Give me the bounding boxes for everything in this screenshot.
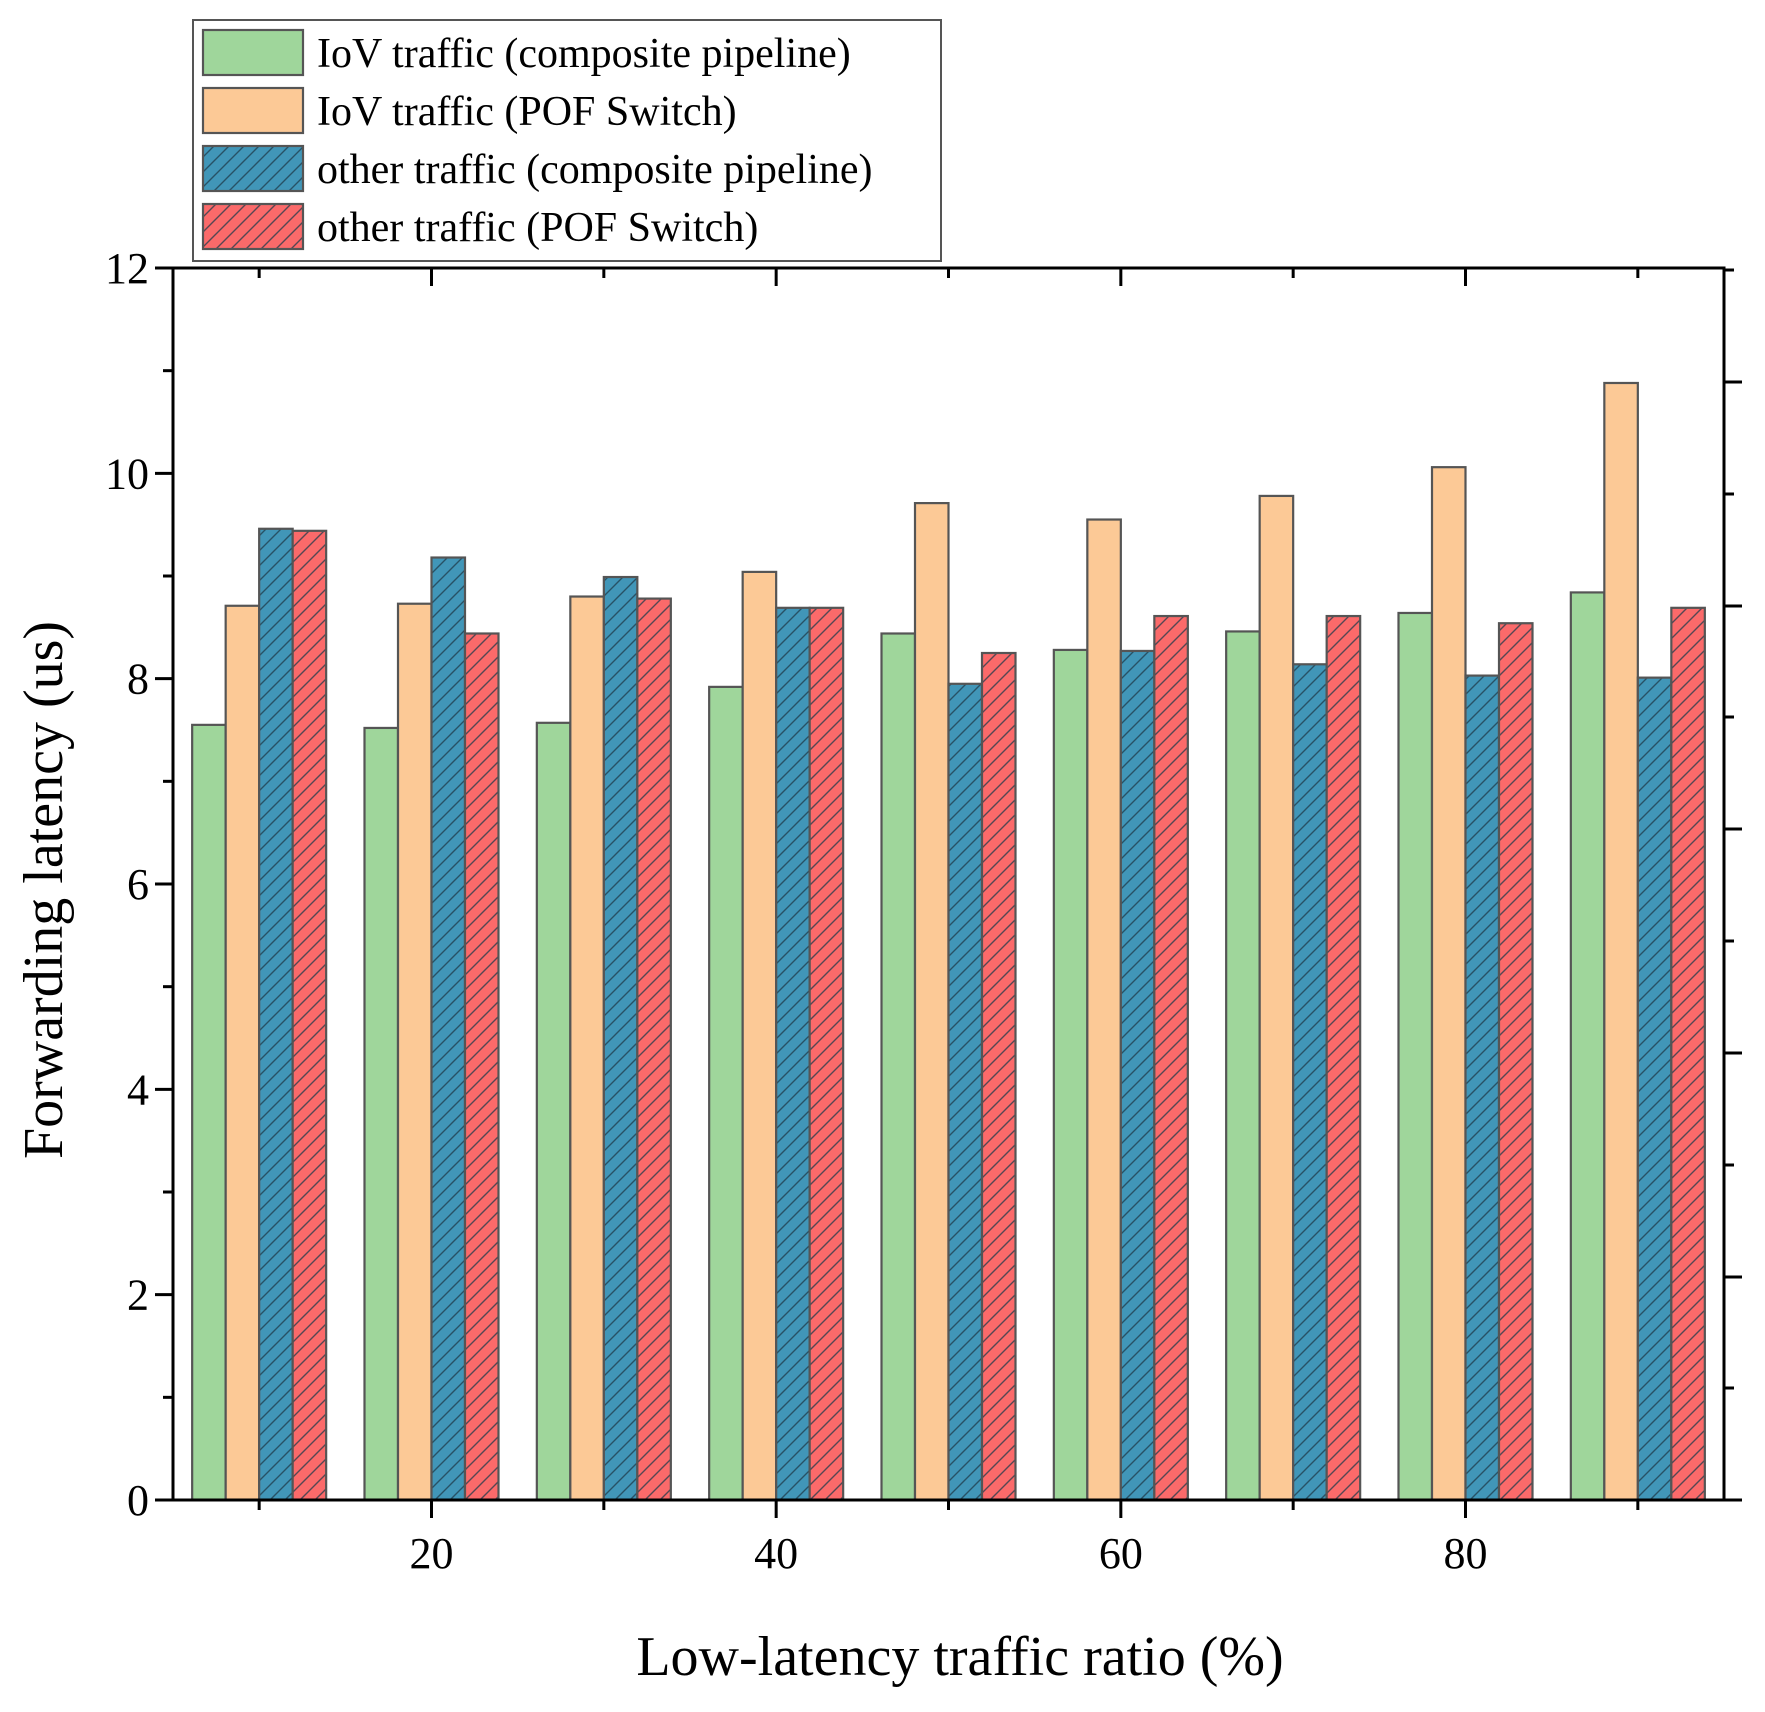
- bar-hatch-4-90: [1671, 607, 1705, 1500]
- bar-1-40: [709, 686, 743, 1500]
- y-tick-label: 6: [127, 860, 149, 909]
- bar-hatch-3-90: [1637, 677, 1672, 1500]
- bar-2-70: [1259, 495, 1294, 1500]
- bar-1-80: [1398, 612, 1432, 1500]
- legend-swatch-outline: [201, 144, 305, 193]
- bar-2-60: [1087, 519, 1121, 1500]
- bar-1-90: [1570, 592, 1605, 1500]
- legend-swatch-hatch: [203, 204, 303, 249]
- y-axis-title: Forwarding latency (us): [13, 621, 75, 1159]
- y-tick-label: 12: [105, 244, 149, 293]
- bar-hatch-4-60: [1154, 616, 1188, 1500]
- bar-2-80: [1432, 467, 1466, 1500]
- y-tick-label: 2: [127, 1271, 149, 1320]
- bars-layer: [191, 381, 1706, 1502]
- bar-2-40: [742, 571, 777, 1500]
- bar-2-50: [915, 503, 949, 1500]
- bar-hatch-3-30: [603, 577, 638, 1500]
- bar-hatch-3-10: [259, 528, 293, 1500]
- bar-hatch-4-50: [982, 653, 1016, 1500]
- x-tick-label: 40: [754, 1529, 798, 1578]
- legend-label: other traffic (POF Switch): [317, 205, 758, 251]
- legend-swatch-outline: [201, 86, 305, 135]
- bar-1-70: [1226, 631, 1260, 1500]
- bar-hatch-3-70: [1293, 664, 1327, 1500]
- x-axis-title: Low-latency traffic ratio (%): [636, 1626, 1283, 1688]
- legend-label: IoV traffic (POF Switch): [317, 89, 737, 135]
- legend-label: other traffic (composite pipeline): [317, 147, 873, 193]
- bar-2-10: [225, 605, 260, 1500]
- bar-hatch-4-80: [1499, 623, 1533, 1500]
- bar-hatch-4-30: [637, 598, 671, 1500]
- bar-1-20: [364, 727, 398, 1500]
- bar-hatch-3-50: [948, 683, 982, 1500]
- bar-hatch-3-20: [431, 557, 465, 1500]
- x-tick-label: 80: [1444, 1529, 1488, 1578]
- bar-hatch-4-20: [465, 633, 499, 1500]
- bar-hatch-3-40: [776, 607, 810, 1500]
- y-tick-label: 4: [127, 1065, 149, 1114]
- legend-label: IoV traffic (composite pipeline): [317, 31, 851, 77]
- x-tick-label: 60: [1099, 1529, 1143, 1578]
- legend-swatch: [203, 88, 303, 133]
- x-tick-label: 20: [410, 1529, 454, 1578]
- legend: IoV traffic (composite pipeline) IoV traf…: [192, 19, 942, 262]
- bar-1-10: [192, 724, 226, 1500]
- bar-hatch-3-60: [1120, 650, 1155, 1500]
- legend-swatch: [203, 30, 303, 75]
- y-tick-label: 10: [105, 449, 149, 498]
- bar-2-90: [1604, 382, 1638, 1500]
- bar-hatch-4-70: [1326, 616, 1361, 1500]
- legend-frame: [192, 19, 942, 262]
- legend-swatch-outline: [201, 28, 305, 77]
- y-tick-label: 8: [127, 655, 149, 704]
- bar-hatch-3-80: [1465, 675, 1499, 1500]
- axes-layer: 0 2 4 6 8 10 12 20 40 60 80: [105, 244, 1742, 1578]
- y-tick-label: 0: [127, 1476, 149, 1525]
- bar-1-50: [881, 633, 915, 1500]
- bar-1-30: [536, 722, 571, 1500]
- legend-swatch-outline: [201, 202, 305, 251]
- bar-hatch-4-40: [809, 607, 844, 1500]
- bar-2-20: [398, 603, 432, 1500]
- bar-hatch-4-10: [292, 530, 327, 1500]
- bar-2-30: [570, 596, 604, 1500]
- legend-swatch-hatch: [203, 146, 303, 191]
- bar-1-60: [1053, 649, 1088, 1500]
